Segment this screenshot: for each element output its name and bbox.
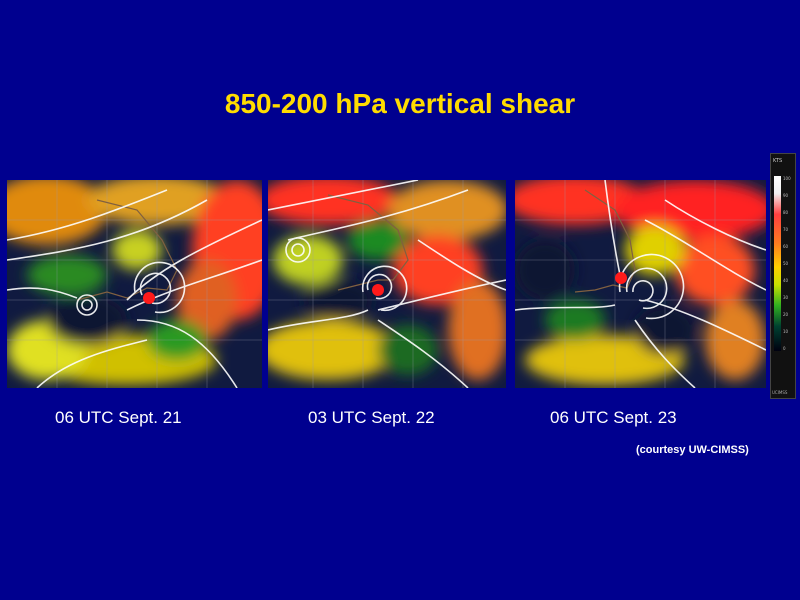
coastline bbox=[327, 194, 409, 291]
scale-unit-label: KTS bbox=[773, 158, 783, 164]
panel-2-caption: 03 UTC Sept. 22 bbox=[308, 408, 435, 427]
scale-tick: 40 bbox=[783, 278, 789, 283]
courtesy-credit: (courtesy UW-CIMSS) bbox=[636, 444, 749, 456]
scale-color-bar bbox=[774, 176, 781, 351]
streamlines bbox=[268, 180, 506, 388]
scale-footer: UCIMSS bbox=[772, 390, 788, 395]
shear-map-panel-1 bbox=[7, 180, 262, 388]
slide-title: 850-200 hPa vertical shear bbox=[224, 88, 576, 119]
scale-tick: 70 bbox=[783, 227, 789, 232]
scale-tick: 50 bbox=[783, 261, 789, 266]
storm-marker bbox=[615, 272, 627, 284]
scale-tick: 30 bbox=[783, 295, 789, 300]
scale-tick: 80 bbox=[783, 210, 789, 215]
scale-tick: 0 bbox=[783, 346, 786, 351]
storm-marker bbox=[372, 284, 384, 296]
panel-3-caption: 06 UTC Sept. 23 bbox=[550, 408, 677, 427]
panel-1-caption: 06 UTC Sept. 21 bbox=[55, 408, 182, 427]
scale-tick: 20 bbox=[783, 312, 789, 317]
shear-map-panel-2 bbox=[268, 180, 506, 388]
color-scale-legend: KTS 100 90 80 70 60 50 40 30 20 10 0 UCI… bbox=[770, 153, 796, 399]
shear-map-panel-3 bbox=[515, 180, 766, 388]
lat-lon-grid bbox=[7, 180, 262, 388]
streamlines bbox=[7, 189, 262, 388]
scale-tick: 100 bbox=[783, 176, 791, 181]
coastline bbox=[76, 199, 178, 301]
storm-marker bbox=[143, 292, 155, 304]
scale-tick: 10 bbox=[783, 329, 789, 334]
streamlines bbox=[515, 180, 766, 388]
scale-tick: 90 bbox=[783, 193, 789, 198]
lat-lon-grid bbox=[268, 180, 506, 388]
scale-tick: 60 bbox=[783, 244, 789, 249]
lat-lon-grid bbox=[515, 180, 766, 388]
coastline bbox=[574, 189, 636, 293]
